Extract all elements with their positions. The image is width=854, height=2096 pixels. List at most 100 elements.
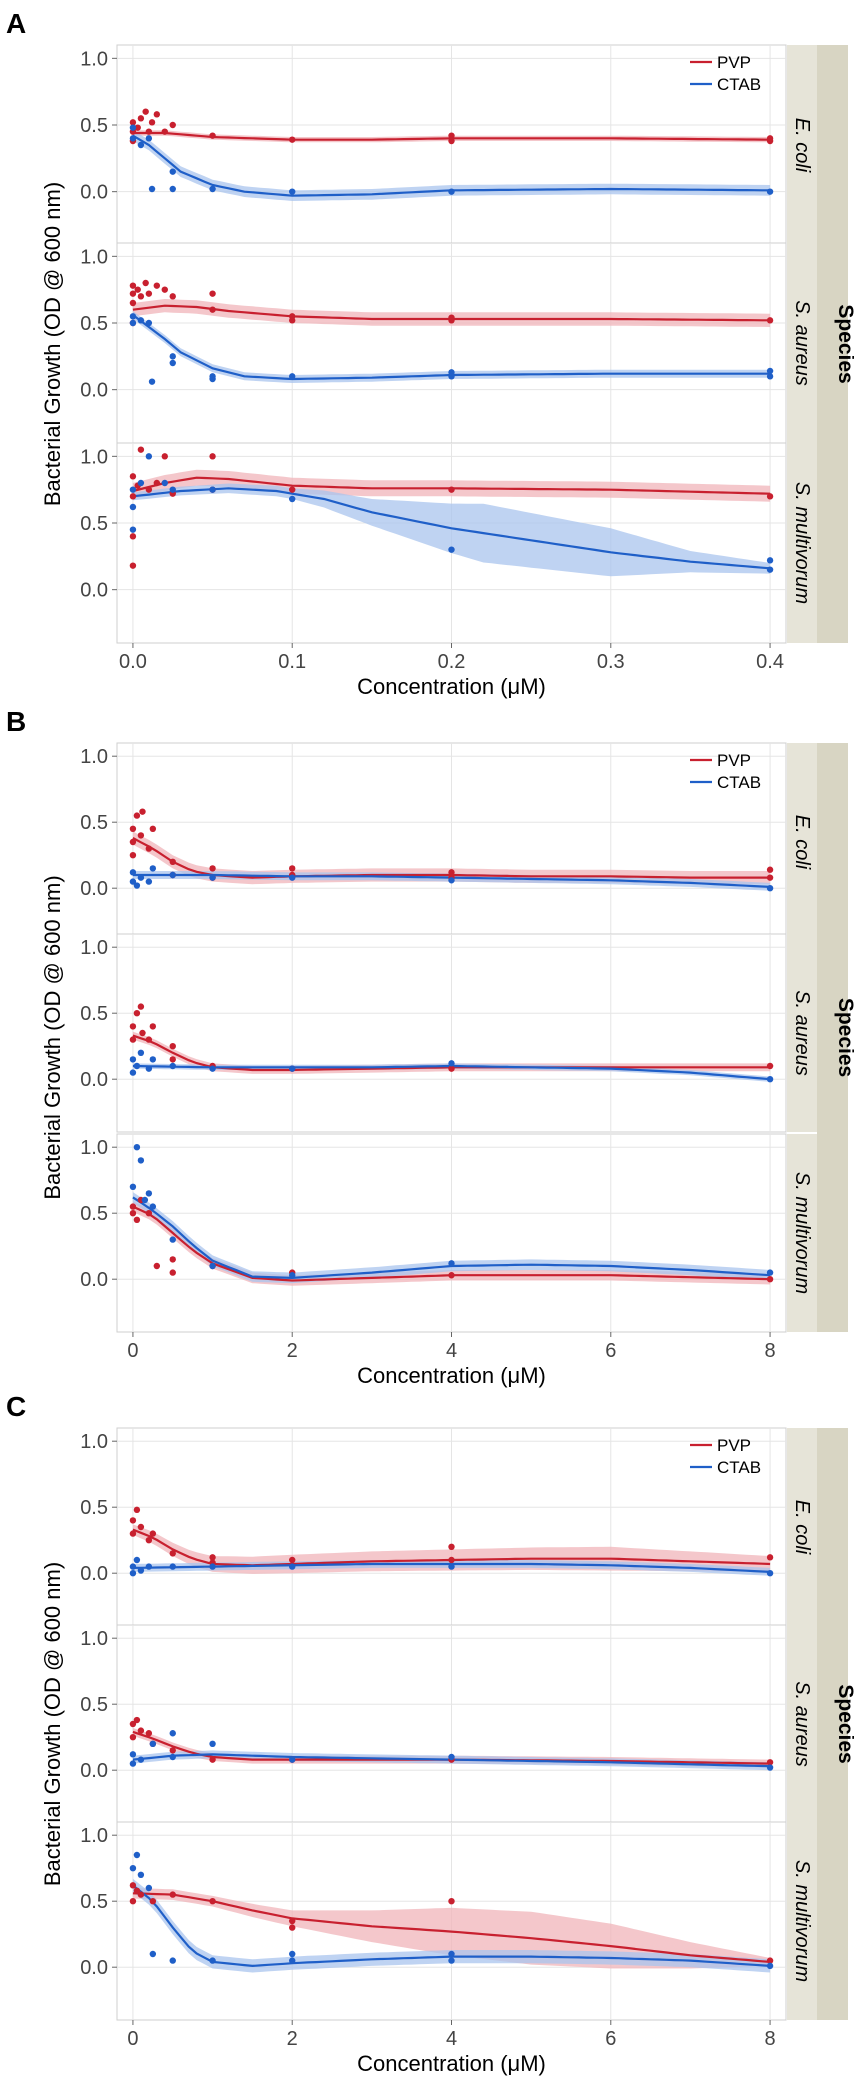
data-point-pvp xyxy=(289,136,296,143)
data-point-ctab xyxy=(766,885,774,892)
data-point-pvp xyxy=(129,1210,137,1217)
facet-s-aureus: 0.0 0.5 1.0 S. aureus xyxy=(80,1624,817,1824)
data-point-ctab xyxy=(137,1756,145,1763)
x-tick-label: 0.1 xyxy=(278,651,306,673)
data-point-ctab xyxy=(169,1563,176,1570)
y-tick-label: 0.0 xyxy=(80,1069,108,1091)
facet-label: E. coli xyxy=(791,1500,813,1555)
data-point-pvp xyxy=(209,1554,216,1561)
facet-title: Species xyxy=(834,304,854,383)
x-tick-label: 4 xyxy=(446,1340,457,1362)
panel-c: C Species 0.0 0.5 1.0 E. coli PVP CTAB 0.0 0.5 1.0… xyxy=(6,1391,854,2076)
data-point-ctab xyxy=(209,1957,216,1964)
facet-label: S. aureus xyxy=(791,300,813,386)
legend-label-ctab: CTAB xyxy=(717,75,761,94)
facet-marks xyxy=(129,1851,774,1973)
y-tick-label: 1.0 xyxy=(80,1628,108,1650)
data-point-pvp xyxy=(129,1720,137,1728)
data-point-ctab xyxy=(149,865,157,872)
facet-marks xyxy=(129,1506,774,1577)
facet-title: Species xyxy=(834,998,854,1077)
data-point-pvp xyxy=(129,473,137,480)
data-point-pvp xyxy=(129,493,137,500)
data-point-pvp xyxy=(766,135,774,142)
data-point-pvp xyxy=(145,1210,153,1217)
data-point-pvp xyxy=(149,825,157,832)
legend-label-pvp: PVP xyxy=(717,1436,751,1455)
data-point-pvp xyxy=(129,1517,137,1524)
facet-label: E. coli xyxy=(791,815,813,870)
y-tick-label: 0.0 xyxy=(80,1269,108,1291)
data-point-pvp xyxy=(169,121,176,129)
data-point-ctab xyxy=(448,1060,455,1067)
data-point-ctab xyxy=(448,1563,455,1570)
data-point-ctab xyxy=(766,188,774,195)
data-point-pvp xyxy=(161,286,168,293)
data-point-pvp xyxy=(137,446,145,453)
legend: PVP CTAB xyxy=(690,751,761,792)
x-axis-title: Concentration (μM) xyxy=(357,2051,546,2076)
data-point-pvp xyxy=(129,825,137,832)
data-point-ctab xyxy=(448,369,455,376)
data-point-ctab xyxy=(133,1062,141,1070)
facet-s-aureus: 0.0 0.5 1.0 S. aureus xyxy=(80,933,817,1133)
facet-label: S. aureus xyxy=(791,990,813,1076)
data-point-pvp xyxy=(289,1917,296,1925)
data-point-pvp xyxy=(145,845,153,852)
data-point-ctab xyxy=(137,1567,145,1574)
y-tick-label: 0.5 xyxy=(80,115,108,137)
facet-s-multivorum: 0.0 0.5 1.0 S. multivorum xyxy=(80,1821,817,2021)
facet-title: Species xyxy=(834,1684,854,1763)
data-point-pvp xyxy=(137,832,145,839)
legend-label-pvp: PVP xyxy=(717,751,751,770)
x-tick-label: 0.3 xyxy=(597,651,625,673)
data-point-pvp xyxy=(289,865,296,872)
data-point-pvp xyxy=(142,108,149,115)
y-tick-label: 0.5 xyxy=(80,1694,108,1716)
facet-title-strip xyxy=(817,1428,848,2020)
data-point-ctab xyxy=(448,877,455,884)
data-point-pvp xyxy=(766,866,774,873)
data-point-ctab xyxy=(169,359,176,367)
data-point-ctab xyxy=(148,378,156,385)
facet-e-coli: 0.0 0.5 1.0 E. coli PVP CTAB xyxy=(80,742,817,942)
facet-marks xyxy=(129,279,774,385)
data-point-ctab xyxy=(209,486,216,493)
facet-title-strip xyxy=(817,743,848,1332)
data-point-pvp xyxy=(448,869,455,876)
x-tick-label: 8 xyxy=(765,1340,776,1362)
data-point-ctab xyxy=(129,313,137,320)
facet-s-multivorum: 0.0 0.5 1.0 S. multivorum xyxy=(80,442,817,644)
data-point-ctab xyxy=(145,1065,153,1072)
panel-letter: C xyxy=(6,1391,26,1422)
facet-strip xyxy=(787,1822,817,2020)
data-point-ctab xyxy=(448,1753,455,1761)
data-point-pvp xyxy=(139,1029,146,1037)
data-point-ctab xyxy=(169,486,176,493)
data-point-pvp xyxy=(448,1898,455,1905)
data-point-ctab xyxy=(129,124,137,131)
facet-strip xyxy=(787,1625,817,1823)
data-point-ctab xyxy=(209,1563,216,1570)
facet-marks xyxy=(129,1716,774,1771)
data-point-pvp xyxy=(289,486,296,493)
data-point-pvp xyxy=(161,128,168,135)
legend: PVP CTAB xyxy=(690,53,761,94)
x-tick-label: 4 xyxy=(446,2028,457,2050)
y-tick-label: 0.0 xyxy=(80,1563,108,1585)
data-point-pvp xyxy=(153,479,161,487)
facet-label: S. aureus xyxy=(791,1681,813,1767)
data-point-pvp xyxy=(766,1759,774,1766)
data-point-pvp xyxy=(145,290,153,297)
data-point-ctab xyxy=(161,479,168,487)
confidence-band-ctab xyxy=(132,130,771,201)
data-point-pvp xyxy=(161,453,168,460)
data-point-pvp xyxy=(766,1554,774,1561)
data-point-ctab xyxy=(137,1049,145,1057)
data-point-ctab xyxy=(129,1056,137,1063)
data-point-pvp xyxy=(209,290,216,297)
data-point-pvp xyxy=(129,119,137,126)
data-point-ctab xyxy=(169,1236,176,1243)
data-point-pvp xyxy=(289,317,296,324)
data-point-ctab xyxy=(289,1065,296,1072)
